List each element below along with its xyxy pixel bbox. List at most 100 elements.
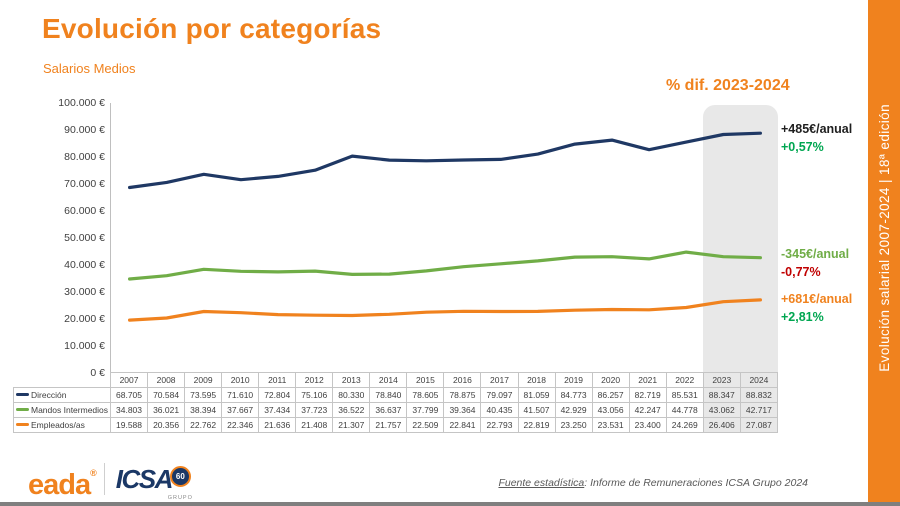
value-cell: 34.803	[109, 402, 149, 418]
value-cell: 22.346	[221, 417, 260, 433]
value-cell: 78.875	[443, 387, 482, 403]
value-cell: 88.347	[702, 387, 741, 403]
diff-value: +681€/anual	[781, 292, 853, 306]
value-cell: 23.250	[554, 417, 593, 433]
year-header-cell: 2020	[591, 372, 630, 388]
diff-header: % dif. 2023-2024	[666, 77, 790, 94]
value-cell: 22.841	[443, 417, 482, 433]
diff-annotation-empleados-as: +681€/anual +2,81%	[781, 291, 852, 326]
value-cell: 78.605	[406, 387, 445, 403]
year-header-cell: 2011	[258, 372, 297, 388]
data-table: 2007 2008 2009 2010 2011 2012 2013 2014 2015 2016…	[13, 372, 779, 433]
year-header-cell: 2014	[369, 372, 408, 388]
value-cell: 79.097	[480, 387, 519, 403]
y-axis-label: 70.000 €	[64, 178, 105, 190]
diff-annotation-direcci-n: +485€/anual +0,57%	[781, 121, 852, 156]
page-title: Evolución por categorías	[42, 13, 382, 44]
legend-swatch-icon	[16, 423, 29, 427]
source-note: Fuente estadística: Informe de Remunerac…	[498, 477, 808, 489]
value-cell: 43.056	[591, 402, 630, 418]
y-axis-label: 20.000 €	[64, 313, 105, 325]
diff-value: +485€/anual	[781, 122, 853, 136]
value-cell: 39.364	[443, 402, 482, 418]
y-axis: 100.000 € 90.000 € 80.000 € 70.000 € 60.000 …	[0, 97, 105, 379]
value-cell: 20.356	[147, 417, 186, 433]
value-cell: 78.840	[369, 387, 408, 403]
year-header-cell: 2024	[739, 372, 779, 388]
diff-value: -345€/anual	[781, 247, 850, 261]
year-header-cell: 2017	[480, 372, 519, 388]
year-header-cell: 2021	[628, 372, 667, 388]
bottom-bar	[0, 502, 900, 506]
value-cell: 22.793	[480, 417, 519, 433]
value-cell: 37.799	[406, 402, 445, 418]
table-corner-cell	[14, 373, 111, 388]
eada-logo-text: eada	[28, 469, 91, 501]
source-label: Fuente estadística	[498, 477, 585, 489]
table-row-empleados-as: Empleados/as 19.588 20.356 22.762 22.346 21.6…	[13, 417, 779, 433]
value-cell: 37.434	[258, 402, 297, 418]
value-cell: 85.531	[665, 387, 704, 403]
value-cell: 36.021	[147, 402, 186, 418]
year-header-cell: 2013	[332, 372, 371, 388]
logo-divider	[103, 463, 105, 495]
y-axis-label: 100.000 €	[58, 97, 105, 109]
value-cell: 21.307	[332, 417, 371, 433]
value-cell: 68.705	[109, 387, 149, 403]
table-row-direcci-n: Dirección 68.705 70.584 73.595 71.610 72.804 7…	[13, 387, 779, 403]
value-cell: 82.719	[628, 387, 667, 403]
diff-annotation-mandos-intermedios: -345€/anual -0,77%	[781, 246, 849, 281]
value-cell: 24.269	[665, 417, 704, 433]
value-cell: 43.062	[702, 402, 741, 418]
y-axis-label: 30.000 €	[64, 286, 105, 298]
value-cell: 23.531	[591, 417, 630, 433]
legend-swatch-icon	[16, 408, 29, 412]
year-header-cell: 2010	[221, 372, 260, 388]
value-cell: 21.636	[258, 417, 297, 433]
page-subtitle: Salarios Medios	[43, 61, 136, 76]
value-cell: 70.584	[147, 387, 186, 403]
value-cell: 42.929	[554, 402, 593, 418]
value-cell: 21.757	[369, 417, 408, 433]
year-header-cell: 2007	[109, 372, 149, 388]
value-cell: 72.804	[258, 387, 297, 403]
y-axis-label: 80.000 €	[64, 151, 105, 163]
diff-pct: +0,57%	[781, 139, 824, 154]
series-line-direcci-n	[128, 131, 763, 190]
value-cell: 44.778	[665, 402, 704, 418]
y-axis-label: 10.000 €	[64, 340, 105, 352]
value-cell: 26.406	[702, 417, 741, 433]
value-cell: 73.595	[184, 387, 223, 403]
source-rest: : Informe de Remuneraciones ICSA Grupo 2…	[584, 477, 808, 489]
value-cell: 84.773	[554, 387, 593, 403]
sidebar-text: Evolución salarial 2007-2024 | 18ª edici…	[876, 104, 892, 372]
year-header-cell: 2022	[665, 372, 704, 388]
icsa-grupo-label: GRUPO	[167, 495, 193, 501]
value-cell: 19.588	[109, 417, 149, 433]
y-axis-label: 40.000 €	[64, 259, 105, 271]
value-cell: 41.507	[517, 402, 556, 418]
icsa-logo-text: ICSA	[115, 464, 174, 494]
value-cell: 75.106	[295, 387, 334, 403]
line-chart-svg	[128, 131, 763, 322]
value-cell: 36.637	[369, 402, 408, 418]
year-header-cell: 2008	[147, 372, 186, 388]
registered-mark-icon: ®	[90, 468, 97, 478]
value-cell: 71.610	[221, 387, 260, 403]
diff-pct: +2,81%	[781, 309, 824, 324]
year-header-cell: 2023	[702, 372, 741, 388]
icsa-60-badge-icon: 60	[169, 465, 191, 487]
year-header-cell: 2015	[406, 372, 445, 388]
value-cell: 81.059	[517, 387, 556, 403]
eada-logo: eada®	[28, 456, 97, 502]
value-cell: 80.330	[332, 387, 371, 403]
legend-cell-empleados-as: Empleados/as	[13, 417, 111, 433]
footer-logos: eada® ICSA 60 GRUPO	[28, 456, 193, 502]
y-axis-label: 60.000 €	[64, 205, 105, 217]
value-cell: 21.408	[295, 417, 334, 433]
value-cell: 42.717	[739, 402, 779, 418]
chart-plot-area	[110, 103, 778, 373]
value-cell: 86.257	[591, 387, 630, 403]
table-row-mandos-intermedios: Mandos Intermedios 34.803 36.021 38.394 37.6…	[13, 402, 779, 418]
